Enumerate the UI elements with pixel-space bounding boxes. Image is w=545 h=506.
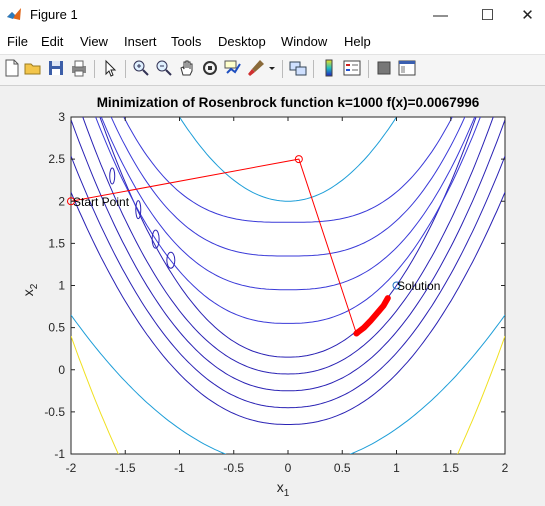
open-file-icon[interactable] [23,58,43,78]
minimize-button[interactable]: — [418,0,463,30]
pan-icon[interactable] [177,58,197,78]
data-cursor-icon[interactable] [223,58,243,78]
window-titlebar: Figure 1 — ☐ ✕ [0,0,545,30]
plot-svg: -2 -1.5 -1 -0.5 0 0.5 1 1.5 2 -1 -0.5 0 0.5 1 1.5 2 2.5 3… [20,95,509,499]
y-tick-label: 2 [58,194,65,208]
show-plot-tools-icon[interactable] [397,58,417,78]
x-tick-label: -1 [174,461,185,475]
x-tick-label: 1 [393,461,400,475]
y-tick-label: 2.5 [48,152,65,166]
solution-label: Solution [397,279,440,293]
colorbar-icon[interactable] [319,58,339,78]
x-tick-label: 0.5 [334,461,351,475]
y-axis-label: x2 [20,283,40,296]
hide-plot-tools-icon[interactable] [374,58,394,78]
contour-line [178,117,398,202]
menu-file[interactable]: File [7,34,28,49]
x-tick-label: -1.5 [115,461,136,475]
optimization-path [67,155,401,337]
menu-view[interactable]: View [80,34,108,49]
toolbar-separator [368,60,369,78]
matlab-app-icon [7,8,21,20]
contour-line [71,192,505,425]
window-title: Figure 1 [30,7,78,22]
y-tick-label: -0.5 [44,405,65,419]
contour-island [109,167,116,185]
print-icon[interactable] [69,58,89,78]
menu-edit[interactable]: Edit [41,34,64,49]
contour-line [123,117,453,223]
brush-dropdown-icon[interactable] [266,58,278,78]
menu-bar [0,30,545,54]
contour-group [71,117,505,454]
y-tick-label: 1 [58,279,65,293]
menu-insert[interactable]: Insert [124,34,157,49]
y-tick-label: 0 [58,363,65,377]
figure-canvas: -2 -1.5 -1 -0.5 0 0.5 1 1.5 2 -1 -0.5 0 0.5 1 1.5 2 2.5 3… [0,86,545,501]
path-line [70,158,357,334]
contour-line [71,119,505,392]
solution-marker [392,281,401,290]
axis-ticks: -2 -1.5 -1 -0.5 0 0.5 1 1.5 2 -1 -0.5 0 0.5 1 1.5 2 2.5 3 [44,110,508,475]
legend-icon[interactable] [342,58,362,78]
contour-line [71,314,505,454]
contour-line [82,117,494,375]
brush-icon[interactable] [246,58,266,78]
close-icon: ✕ [521,7,534,24]
toolbar-separator [313,60,314,78]
y-tick-label: 1.5 [48,236,65,250]
contour-line [99,117,477,358]
x-tick-label: 2 [502,461,509,475]
menu-tools[interactable]: Tools [171,34,202,49]
menu-desktop[interactable]: Desktop [218,34,266,49]
y-tick-label: 0.5 [48,321,65,335]
maximize-button[interactable]: ☐ [465,0,510,30]
zoom-out-icon[interactable] [154,58,174,78]
toolbar-separator [282,60,283,78]
select-arrow-icon[interactable] [100,58,120,78]
contour-line [71,155,505,409]
minimize-icon: — [433,6,448,24]
contour-line [110,117,466,257]
path-converging-segment [353,295,391,337]
contour-line [95,117,481,324]
plot-title: Minimization of Rosenbrock function k=10… [97,95,480,110]
y-tick-label: -1 [54,447,65,461]
path-marker [294,155,303,164]
zoom-in-icon[interactable] [131,58,151,78]
x-axis-label: x1 [277,479,290,499]
x-tick-label: -0.5 [223,461,244,475]
contour-island [151,229,160,249]
toolbar-separator [125,60,126,78]
x-tick-label: 0 [285,461,292,475]
rotate-3d-icon[interactable] [200,58,220,78]
x-tick-label: -2 [66,461,77,475]
toolbar-separator [94,60,95,78]
x-tick-label: 1.5 [442,461,459,475]
figure-toolbar [0,54,545,86]
link-plot-icon[interactable] [288,58,308,78]
y-tick-label: 3 [58,110,65,124]
contour-island [135,200,142,220]
contour-line [100,117,476,291]
maximize-icon: ☐ [480,7,495,24]
menu-window[interactable]: Window [281,34,328,49]
menu-help[interactable]: Help [344,34,371,49]
close-button[interactable]: ✕ [505,0,545,30]
contour-island [166,251,176,269]
save-icon[interactable] [46,58,66,78]
new-figure-icon[interactable] [2,58,22,78]
start-point-label: Start Point [73,195,130,209]
